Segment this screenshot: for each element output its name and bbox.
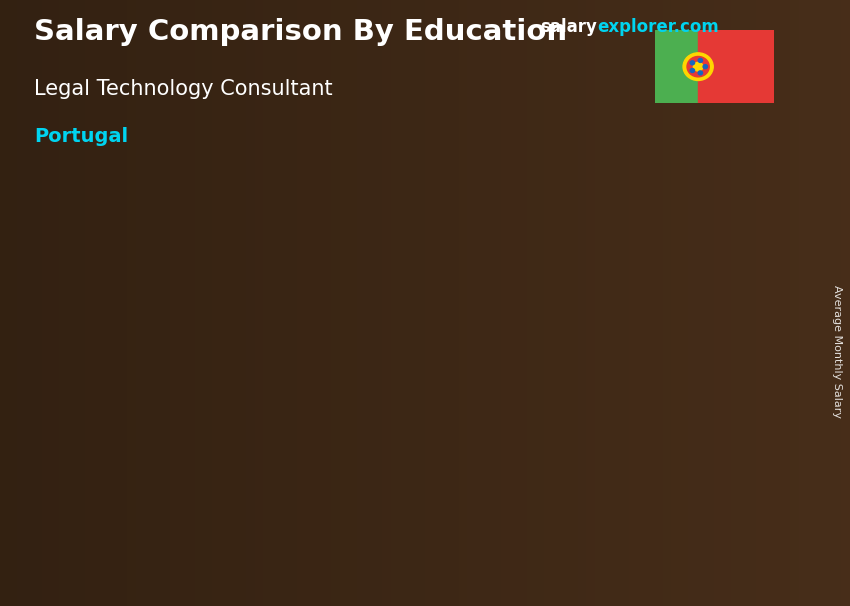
- Text: Portugal: Portugal: [34, 127, 128, 146]
- Bar: [370, 347, 452, 351]
- Text: +52%: +52%: [238, 247, 337, 276]
- Bar: [609, 269, 612, 533]
- Circle shape: [703, 65, 707, 68]
- Bar: [370, 347, 373, 533]
- Text: Average Monthly Salary: Average Monthly Salary: [832, 285, 842, 418]
- Text: salary: salary: [540, 18, 597, 36]
- Circle shape: [698, 58, 702, 62]
- Bar: [445, 347, 452, 533]
- Bar: [684, 269, 691, 533]
- Text: 3,650 EUR: 3,650 EUR: [591, 244, 692, 262]
- Circle shape: [690, 61, 694, 65]
- Text: Bachelor's
Degree: Bachelor's Degree: [362, 561, 460, 599]
- Circle shape: [687, 56, 709, 77]
- Bar: [132, 410, 214, 413]
- Text: Certificate or
Diploma: Certificate or Diploma: [110, 561, 235, 599]
- Bar: [370, 347, 452, 533]
- Circle shape: [690, 68, 694, 73]
- Text: Master's
Degree: Master's Degree: [609, 561, 689, 599]
- Bar: [698, 30, 774, 103]
- Circle shape: [698, 71, 702, 75]
- Text: Legal Technology Consultant: Legal Technology Consultant: [34, 79, 332, 99]
- Bar: [132, 410, 214, 533]
- Text: 1,700 EUR: 1,700 EUR: [114, 385, 214, 403]
- Bar: [609, 269, 691, 275]
- Text: 2,570 EUR: 2,570 EUR: [353, 323, 453, 341]
- Bar: [132, 410, 134, 533]
- Bar: [609, 269, 691, 533]
- Circle shape: [683, 53, 713, 81]
- Bar: [654, 30, 698, 103]
- Text: +42%: +42%: [492, 158, 591, 187]
- Circle shape: [694, 62, 703, 71]
- Bar: [207, 410, 214, 533]
- Text: explorer.com: explorer.com: [598, 18, 719, 36]
- Text: Salary Comparison By Education: Salary Comparison By Education: [34, 18, 567, 46]
